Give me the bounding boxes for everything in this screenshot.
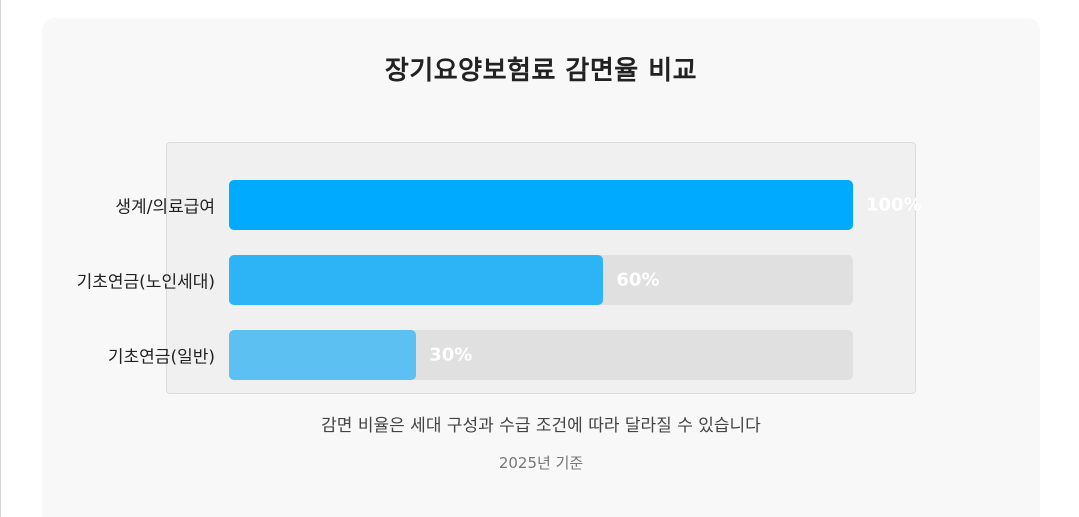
base-year-label: 2025년 기준	[498, 454, 584, 472]
bar	[229, 330, 417, 380]
footnote: 감면 비율은 세대 구성과 수급 조건에 따라 달라질 수 있습니다	[321, 416, 761, 436]
page-edge-line	[0, 0, 1, 517]
value-label: 30%	[429, 344, 473, 366]
bar	[229, 180, 853, 230]
bar	[229, 255, 604, 305]
value-label: 100%	[866, 194, 922, 216]
category-label: 생계/의료급여	[115, 197, 215, 218]
category-label: 기초연금(일반)	[107, 347, 215, 368]
category-label: 기초연금(노인세대)	[76, 272, 215, 293]
value-label: 60%	[616, 269, 660, 291]
chart-title: 장기요양보험료 감면율 비교	[384, 56, 698, 86]
